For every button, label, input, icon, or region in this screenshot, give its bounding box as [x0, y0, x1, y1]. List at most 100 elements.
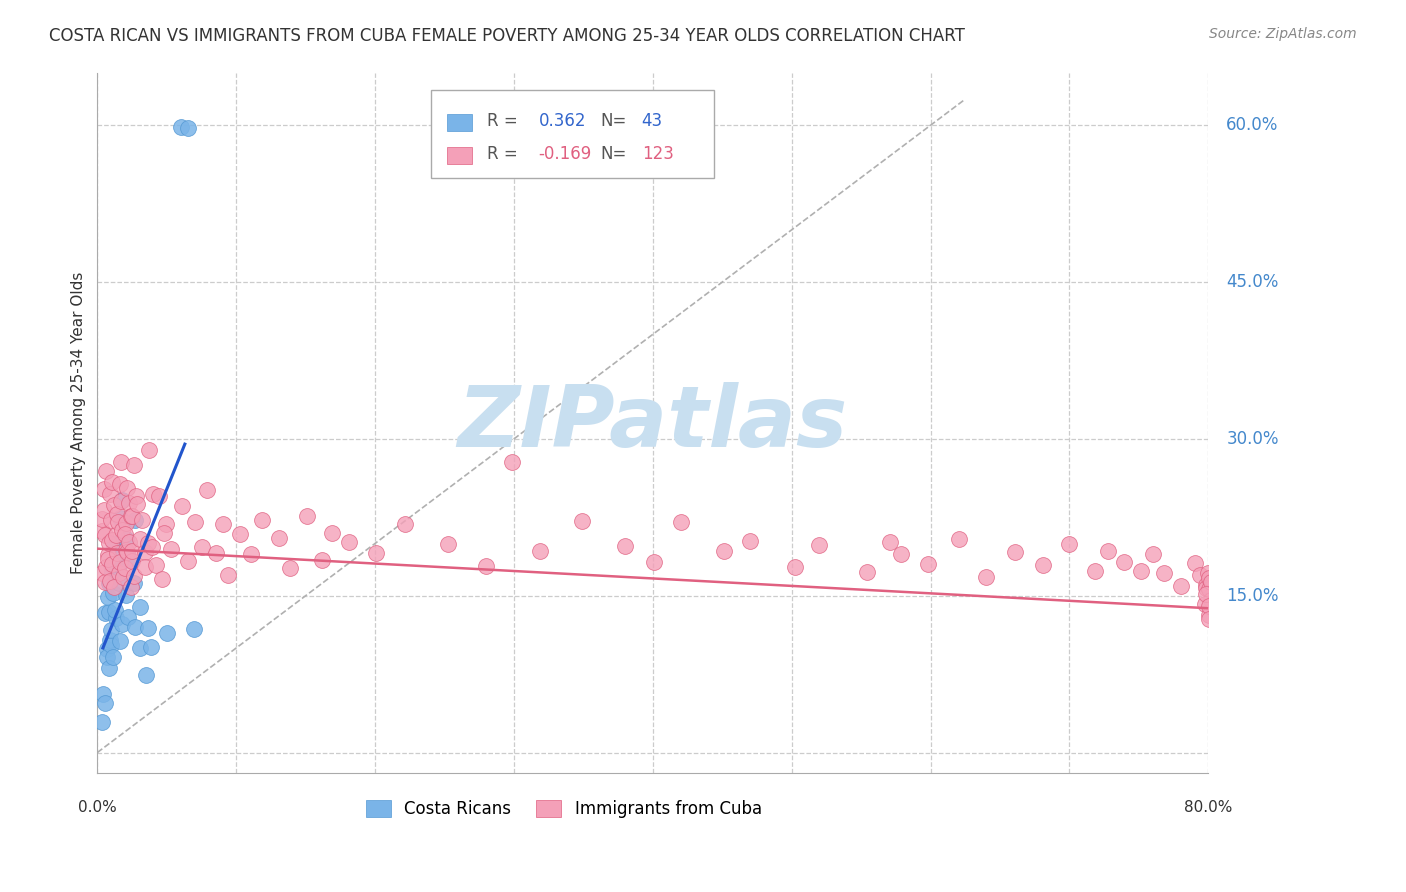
Point [890, 547, 912, 561]
Point [108, 477, 131, 491]
Point [103, 580, 125, 594]
Point [1188, 568, 1211, 582]
Point [364, 546, 387, 560]
Point [1142, 547, 1164, 561]
Point [96, 642, 118, 657]
Point [129, 533, 152, 547]
Text: COSTA RICAN VS IMMIGRANTS FROM CUBA FEMALE POVERTY AMONG 25-34 YEAR OLDS CORRELA: COSTA RICAN VS IMMIGRANTS FROM CUBA FEMA… [49, 27, 965, 45]
Point [125, 489, 148, 503]
Point [195, 483, 218, 497]
Point [115, 545, 138, 559]
Point [94, 527, 117, 541]
Point [170, 499, 193, 513]
Point [104, 611, 127, 625]
Point [124, 620, 146, 634]
Point [141, 640, 163, 654]
Text: 60.0%: 60.0% [1226, 116, 1278, 135]
Point [337, 534, 360, 549]
Point [122, 569, 145, 583]
Point [111, 549, 134, 563]
Point [100, 632, 122, 647]
Point [122, 576, 145, 591]
Point [110, 455, 132, 469]
Point [100, 513, 122, 527]
Text: R =: R = [488, 112, 517, 129]
Text: 80.0%: 80.0% [1184, 799, 1233, 814]
Point [713, 544, 735, 558]
Point [1194, 597, 1216, 611]
Point [129, 600, 152, 615]
Point [177, 554, 200, 568]
Point [1184, 557, 1206, 571]
Point [103, 537, 125, 551]
Point [96, 464, 118, 478]
Text: 30.0%: 30.0% [1226, 430, 1279, 448]
Point [136, 621, 159, 635]
Point [117, 609, 139, 624]
Point [138, 442, 160, 457]
Point [122, 458, 145, 472]
Point [94, 696, 117, 710]
Point [110, 494, 132, 508]
Point [120, 509, 142, 524]
Point [97, 605, 120, 619]
Point [98, 576, 121, 591]
Point [115, 482, 138, 496]
Point [150, 572, 173, 586]
Point [135, 668, 157, 682]
Point [111, 570, 134, 584]
Point [98, 536, 121, 550]
Point [114, 588, 136, 602]
Point [311, 553, 333, 567]
Point [118, 496, 141, 510]
FancyBboxPatch shape [430, 90, 714, 178]
Point [1198, 612, 1220, 626]
Point [240, 547, 263, 561]
Point [170, 120, 193, 134]
Point [117, 535, 139, 549]
Point [111, 616, 134, 631]
Point [108, 555, 131, 569]
Point [105, 546, 128, 560]
Point [1170, 579, 1192, 593]
Point [127, 497, 149, 511]
Point [1112, 555, 1135, 569]
Text: 15.0%: 15.0% [1226, 587, 1279, 605]
Point [141, 541, 163, 555]
Point [120, 580, 142, 594]
Point [91, 566, 114, 580]
Point [1195, 587, 1218, 601]
Point [100, 638, 122, 652]
Text: N=: N= [600, 112, 627, 129]
Point [1032, 558, 1054, 572]
Point [1198, 571, 1220, 585]
Point [115, 542, 138, 557]
Point [156, 626, 179, 640]
Point [108, 566, 131, 580]
Point [107, 516, 129, 530]
Point [917, 557, 939, 571]
Point [100, 565, 122, 579]
Text: N=: N= [600, 145, 627, 162]
Point [121, 543, 143, 558]
Point [1198, 607, 1220, 622]
Point [1197, 566, 1219, 580]
Point [129, 640, 152, 655]
Point [1198, 582, 1220, 596]
Point [1004, 545, 1026, 559]
Point [108, 575, 131, 590]
Point [269, 532, 291, 546]
Text: -0.169: -0.169 [538, 145, 592, 162]
Point [98, 661, 121, 675]
Point [184, 516, 207, 530]
Text: 0.362: 0.362 [538, 112, 586, 129]
Point [121, 554, 143, 568]
Point [1059, 537, 1081, 551]
Point [103, 650, 125, 665]
Point [101, 585, 124, 599]
Text: Source: ZipAtlas.com: Source: ZipAtlas.com [1209, 27, 1357, 41]
Point [104, 602, 127, 616]
Text: 0.0%: 0.0% [77, 799, 117, 814]
Point [1129, 564, 1152, 578]
Point [100, 558, 122, 573]
